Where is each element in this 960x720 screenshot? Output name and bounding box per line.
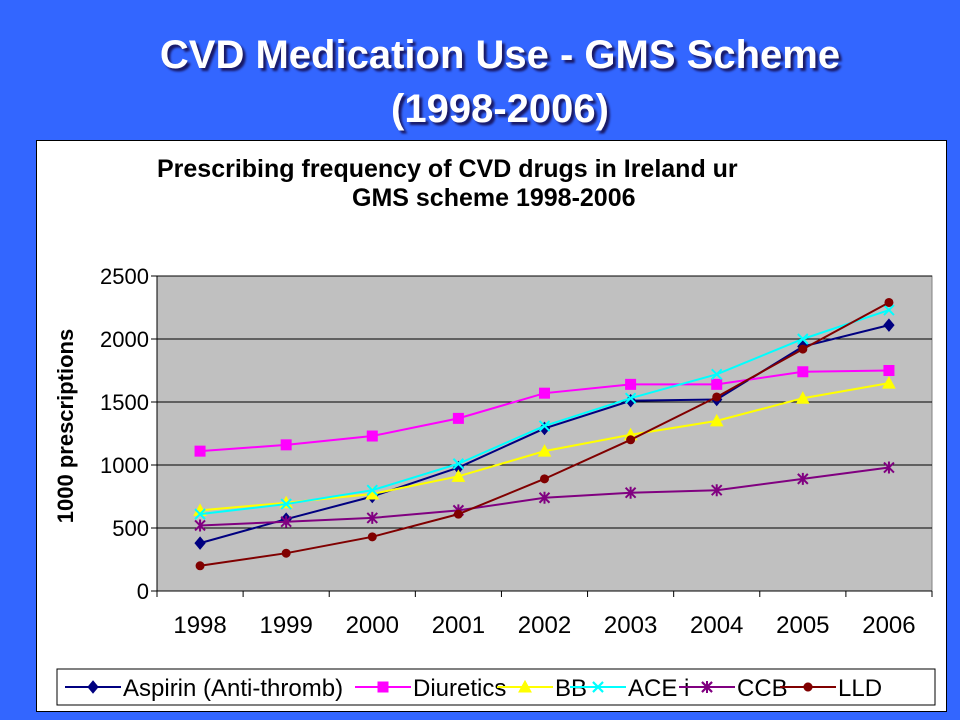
data-point-bb [709, 413, 724, 427]
data-point-ccb [883, 461, 895, 474]
slide-title: CVD Medication Use - GMS Scheme (1998-20… [0, 28, 960, 136]
x-tick-label: 2002 [518, 612, 571, 639]
data-point-bb [537, 444, 552, 457]
data-point-diuretics [366, 430, 378, 442]
data-point-lld [281, 548, 291, 558]
legend-marker-aspirin-anti-thromb [87, 680, 99, 694]
data-point-lld [540, 474, 549, 484]
data-point-ace-i [883, 304, 895, 316]
legend-marker-overlay-diuretics [377, 681, 389, 693]
legend-marker-overlay-ace-i [592, 681, 604, 693]
data-point-ccb [366, 511, 378, 524]
data-point-diuretics [452, 412, 464, 424]
y-axis-label: 1000 prescriptions [53, 329, 78, 523]
data-point-ace-i [280, 498, 292, 510]
chart-title-line1: Prescribing frequency of CVD drugs in Ir… [157, 155, 738, 183]
legend-label-lld: LLD [838, 675, 882, 702]
x-tick-label: 2006 [862, 612, 915, 639]
y-tick-label: 0 [137, 579, 149, 604]
line-chart: 0 500 1000 1500 2000 2500 1998 1999 2000 2001 2002… [53, 264, 936, 706]
data-point-ccb [538, 491, 551, 504]
y-tick-label: 500 [112, 516, 149, 541]
data-point-bb [795, 391, 810, 404]
chart-frame: Prescribing frequency of CVD drugs in Ir… [36, 140, 947, 712]
data-point-bb [451, 469, 466, 482]
data-point-ace-i [624, 392, 637, 404]
data-point-diuretics [194, 445, 206, 457]
legend-marker-overlay-bb [518, 679, 532, 693]
data-point-lld [195, 561, 205, 571]
data-point-diuretics [883, 365, 895, 376]
data-point-ace-i [194, 508, 206, 520]
y-tick-label: 2500 [100, 264, 149, 289]
data-point-aspirin-anti-thromb [194, 536, 206, 550]
data-point-ace-i [711, 368, 723, 380]
slide-title-line2: (1998-2006) [391, 87, 609, 131]
slide-title-line1: CVD Medication Use - GMS Scheme [159, 33, 841, 77]
data-point-lld [626, 435, 636, 445]
x-tick-label: 2000 [346, 612, 399, 639]
data-point-lld [712, 392, 722, 402]
data-point-diuretics [711, 378, 723, 390]
data-point-ccb [624, 486, 637, 499]
data-point-ace-i [452, 458, 465, 470]
data-point-aspirin-anti-thromb [883, 318, 895, 332]
x-tick-label: 2005 [776, 612, 829, 639]
data-point-ccb [797, 472, 809, 485]
data-point-lld [367, 532, 377, 542]
data-point-ace-i [797, 333, 809, 345]
data-point-diuretics [797, 366, 809, 378]
y-tick-label: 1500 [100, 390, 149, 415]
legend-label-bb: BB [555, 675, 587, 702]
data-point-ace-i [538, 420, 551, 432]
data-point-ccb [711, 484, 723, 497]
y-tick-label: 2000 [100, 327, 149, 352]
legend-label-diuretics: Diuretics [413, 675, 506, 702]
legend-label-ace-i: ACE i [628, 675, 689, 702]
chart-title: Prescribing frequency of CVD drugs in Ir… [157, 155, 837, 213]
data-point-lld [453, 509, 463, 519]
chart-title-line2: GMS scheme 1998-2006 [352, 184, 636, 212]
legend-marker-overlay-lld [803, 682, 813, 692]
data-point-diuretics [280, 439, 292, 451]
data-point-ccb [280, 515, 292, 528]
x-tick-label: 2001 [432, 612, 485, 639]
legend-label-aspirin-anti-thromb: Aspirin (Anti-thromb) [123, 675, 343, 702]
y-tick-label: 1000 [100, 453, 149, 478]
data-point-ccb [194, 519, 206, 532]
data-point-diuretics [625, 378, 637, 390]
data-point-diuretics [539, 387, 550, 399]
data-point-bb [882, 376, 896, 389]
data-point-lld [884, 297, 894, 307]
legend-marker-overlay-ccb [701, 681, 713, 693]
legend-label-ccb: CCB [737, 675, 788, 702]
x-tick-label: 1998 [173, 612, 226, 639]
data-point-ace-i [366, 484, 378, 496]
x-tick-label: 2003 [604, 612, 657, 639]
x-tick-label: 2004 [690, 612, 743, 639]
data-point-lld [798, 344, 808, 354]
x-tick-label: 1999 [259, 612, 312, 639]
